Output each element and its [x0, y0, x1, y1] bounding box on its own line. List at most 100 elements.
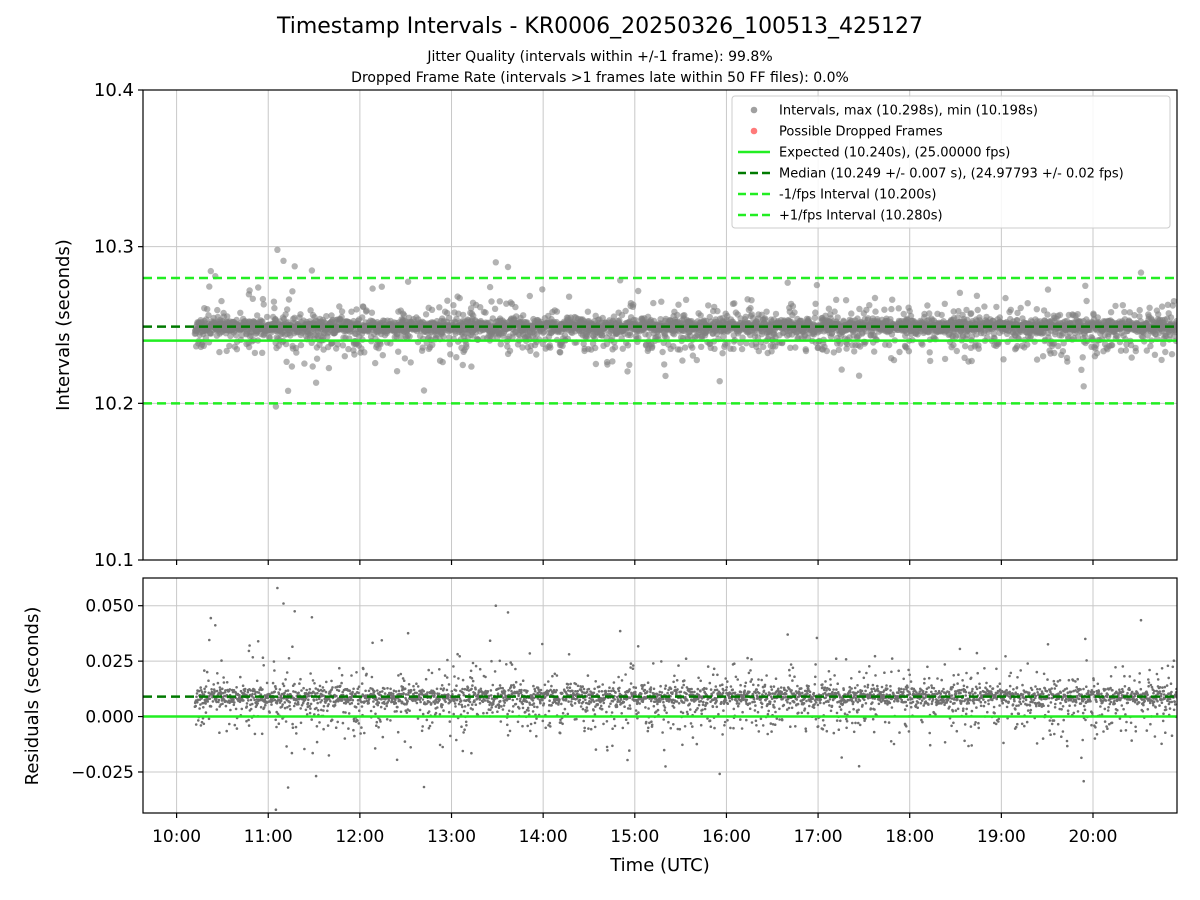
interval-point	[297, 341, 305, 349]
interval-point	[848, 310, 855, 317]
interval-point	[993, 303, 1000, 311]
residual-point	[434, 711, 438, 715]
interval-point	[1132, 347, 1140, 355]
residual-point	[287, 657, 291, 660]
interval-point	[245, 343, 253, 351]
interval-point	[1126, 309, 1134, 316]
residual-point	[367, 701, 371, 705]
interval-point	[866, 302, 873, 309]
residual-point	[372, 700, 375, 703]
residual-point	[199, 724, 203, 727]
interval-point	[223, 347, 230, 355]
interval-point	[907, 312, 915, 320]
interval-point	[504, 263, 512, 271]
interval-point	[270, 298, 278, 305]
residual-point	[209, 616, 213, 620]
interval-point	[361, 349, 368, 356]
interval-point	[791, 309, 798, 316]
interval-point	[207, 267, 214, 275]
residual-point	[322, 689, 326, 692]
residual-point	[224, 699, 227, 703]
residual-point	[442, 709, 445, 712]
residual-point	[360, 726, 363, 729]
interval-point	[1117, 347, 1125, 354]
residual-point	[383, 707, 387, 711]
interval-point	[953, 347, 960, 355]
residual-point	[228, 688, 232, 691]
interval-point	[742, 313, 749, 320]
residual-point	[328, 691, 332, 694]
interval-point	[962, 343, 969, 350]
residual-point	[421, 725, 425, 728]
interval-point	[488, 298, 495, 305]
interval-point	[293, 349, 300, 356]
interval-point	[308, 267, 316, 274]
residual-point	[373, 690, 376, 693]
residual-point	[438, 698, 441, 701]
interval-point	[440, 333, 447, 340]
interval-point	[689, 344, 696, 351]
residual-point	[249, 698, 253, 702]
residual-point	[243, 689, 246, 693]
residual-point	[254, 690, 257, 694]
interval-point	[761, 315, 769, 322]
interval-point	[288, 363, 296, 370]
interval-point	[496, 298, 503, 305]
interval-point	[1081, 332, 1089, 340]
interval-point	[1044, 311, 1051, 318]
residual-point	[314, 687, 318, 690]
interval-point	[397, 334, 405, 341]
interval-point	[559, 342, 566, 349]
residual-point	[406, 700, 409, 703]
interval-point	[676, 346, 683, 353]
interval-point	[1039, 353, 1047, 360]
residual-point	[455, 684, 458, 687]
interval-point	[216, 348, 223, 356]
interval-point	[539, 286, 546, 293]
interval-point	[260, 301, 267, 308]
residual-point	[355, 671, 358, 674]
residual-point	[203, 690, 207, 694]
residual-point	[234, 707, 238, 711]
interval-point	[309, 363, 316, 370]
residual-point	[257, 691, 261, 694]
interval-point	[282, 340, 290, 348]
residual-point	[214, 624, 217, 627]
interval-point	[291, 314, 298, 321]
interval-point	[584, 308, 592, 315]
interval-point	[856, 305, 863, 313]
residual-point	[418, 708, 422, 712]
interval-point	[233, 346, 241, 353]
residual-point	[474, 664, 478, 668]
interval-point	[760, 343, 767, 351]
residual-point	[221, 687, 224, 691]
residual-point	[478, 702, 482, 705]
residual-point	[204, 711, 208, 714]
residual-point	[351, 698, 355, 702]
residual-point	[434, 698, 438, 701]
interval-point	[609, 358, 616, 365]
residual-point	[320, 699, 324, 702]
residual-point	[347, 712, 351, 715]
residual-point	[293, 682, 296, 686]
interval-point	[802, 347, 810, 355]
residual-point	[307, 694, 311, 698]
interval-point	[255, 284, 262, 291]
residual-point	[305, 688, 309, 692]
interval-point	[1000, 356, 1007, 363]
interval-point	[407, 359, 414, 366]
residual-point	[277, 722, 281, 725]
interval-point	[1033, 356, 1041, 363]
residual-point	[262, 664, 266, 667]
residual-point	[348, 689, 352, 692]
residual-point	[206, 700, 209, 703]
residual-point	[253, 688, 256, 691]
interval-point	[1013, 316, 1021, 324]
residual-point	[356, 719, 359, 722]
legend-label: Median (10.249 +/- 0.007 s), (24.97793 +…	[779, 167, 1124, 182]
residual-point	[416, 717, 420, 720]
interval-point	[813, 281, 821, 289]
interval-point	[266, 334, 273, 341]
residual-point	[455, 698, 459, 702]
